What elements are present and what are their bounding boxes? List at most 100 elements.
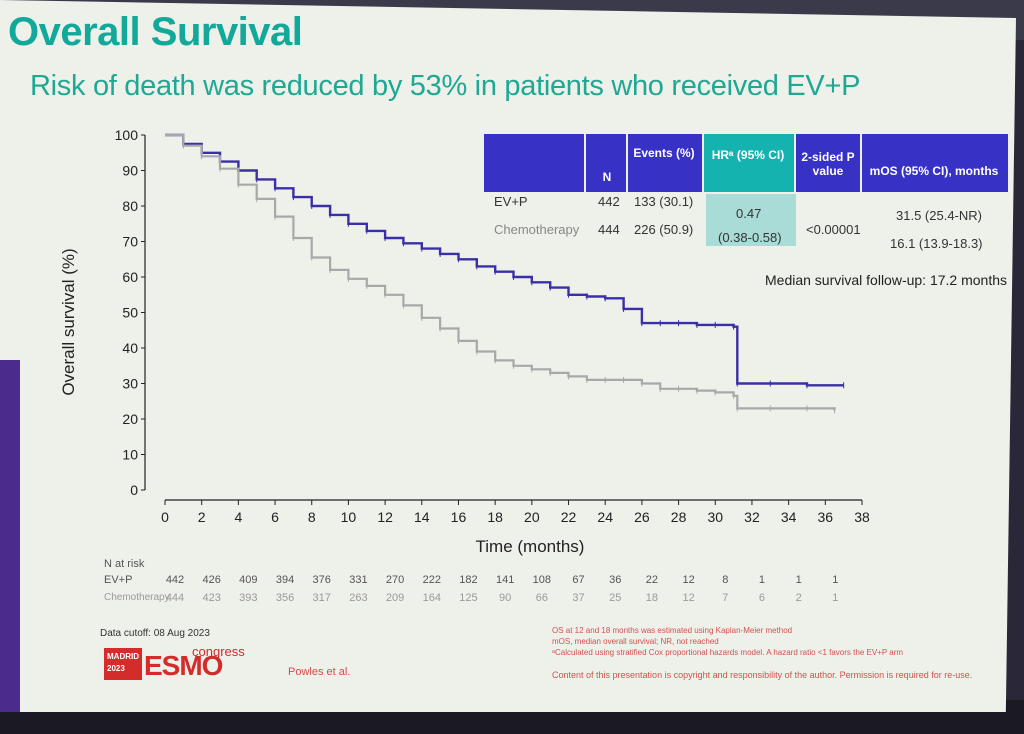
risk-value: 263 bbox=[349, 592, 368, 604]
footnote-2: mOS, median overall survival; NR, not re… bbox=[552, 637, 719, 646]
x-tick-label: 6 bbox=[271, 509, 279, 525]
risk-value: 37 bbox=[572, 592, 585, 604]
footnote-3: ᵃCalculated using stratified Cox proport… bbox=[552, 648, 904, 657]
x-tick-label: 10 bbox=[341, 509, 357, 525]
risk-arm-evp: EV+P bbox=[104, 574, 133, 586]
y-tick-label: 70 bbox=[122, 234, 138, 250]
risk-value: 182 bbox=[459, 574, 478, 586]
risk-value: 22 bbox=[645, 574, 659, 586]
risk-value: 1 bbox=[758, 574, 765, 586]
x-tick-label: 16 bbox=[451, 509, 467, 525]
risk-value: 108 bbox=[532, 574, 551, 586]
series-line-evp bbox=[165, 133, 844, 387]
risk-value: 25 bbox=[609, 592, 622, 604]
y-tick-label: 30 bbox=[122, 376, 138, 392]
hazard-table: N Events (%) HRᵃ (95% CI) 2-sided P valu… bbox=[484, 134, 1008, 251]
x-tick-label: 36 bbox=[818, 509, 834, 525]
x-tick-label: 24 bbox=[597, 509, 613, 525]
logo-congress: congress bbox=[192, 644, 245, 659]
x-tick-label: 26 bbox=[634, 509, 650, 525]
y-tick-label: 0 bbox=[130, 482, 138, 498]
risk-value: 6 bbox=[758, 592, 765, 604]
risk-value: 409 bbox=[239, 574, 258, 586]
risk-value: 394 bbox=[275, 574, 295, 586]
x-tick-label: 32 bbox=[744, 509, 760, 525]
risk-value: 222 bbox=[422, 574, 441, 586]
risk-value: 376 bbox=[312, 574, 331, 586]
row-chemo-mos: 16.1 (13.9-18.3) bbox=[890, 236, 983, 251]
x-tick-label: 22 bbox=[561, 509, 577, 525]
risk-value: 12 bbox=[682, 574, 695, 586]
x-tick-label: 28 bbox=[671, 509, 687, 525]
row-chemo-n: 444 bbox=[598, 222, 620, 237]
risk-value: 2 bbox=[795, 592, 802, 604]
x-axis-title: Time (months) bbox=[476, 537, 585, 556]
header-mos: mOS (95% CI), months bbox=[869, 164, 999, 178]
y-tick-label: 60 bbox=[122, 269, 138, 285]
risk-label: N at risk bbox=[104, 558, 145, 570]
followup-note: Median survival follow-up: 17.2 months bbox=[765, 272, 1008, 288]
row-chemo-arm: Chemotherapy bbox=[494, 222, 580, 237]
logo-badge: MADRID 2023 bbox=[104, 648, 142, 680]
data-cutoff: Data cutoff: 08 Aug 2023 bbox=[100, 628, 210, 639]
x-tick-label: 18 bbox=[487, 509, 503, 525]
risk-value: 67 bbox=[572, 574, 585, 586]
y-tick-label: 100 bbox=[115, 127, 139, 143]
p-value: <0.00001 bbox=[806, 222, 861, 237]
y-tick-label: 50 bbox=[122, 305, 138, 321]
chart-series bbox=[165, 133, 845, 414]
risk-value: 90 bbox=[499, 592, 512, 604]
y-tick-label: 10 bbox=[122, 447, 138, 463]
row-chemo-events: 226 (50.9) bbox=[634, 222, 694, 237]
slide-left-accent bbox=[0, 360, 20, 712]
risk-value: 66 bbox=[535, 592, 548, 604]
header-events: Events (%) bbox=[633, 146, 695, 160]
copyright-note: Content of this presentation is copyrigh… bbox=[552, 670, 973, 680]
risk-value: 7 bbox=[722, 592, 729, 604]
logo-year: 2023 bbox=[107, 664, 125, 673]
x-tick-label: 34 bbox=[781, 509, 797, 525]
table-header: N Events (%) HRᵃ (95% CI) 2-sided P valu… bbox=[484, 134, 1008, 192]
y-tick-label: 20 bbox=[122, 411, 138, 427]
risk-value: 1 bbox=[832, 592, 839, 604]
y-tick-label: 40 bbox=[122, 340, 138, 356]
risk-value: 356 bbox=[275, 592, 295, 604]
hr-value: 0.47 bbox=[736, 206, 762, 221]
logo-city: MADRID bbox=[107, 652, 139, 661]
risk-value: 36 bbox=[609, 574, 622, 586]
row-evp-n: 442 bbox=[598, 194, 620, 209]
risk-value: 331 bbox=[349, 574, 368, 586]
row-evp-mos: 31.5 (25.4-NR) bbox=[896, 208, 982, 223]
slide: Overall Survival Risk of death was reduc… bbox=[0, 0, 1016, 712]
risk-value: 423 bbox=[202, 592, 221, 604]
y-tick-label: 90 bbox=[122, 163, 138, 179]
header-n: N bbox=[602, 170, 612, 184]
risk-value: 444 bbox=[165, 592, 185, 604]
x-tick-label: 20 bbox=[524, 509, 540, 525]
slide-subtitle: Risk of death was reduced by 53% in pati… bbox=[30, 70, 861, 102]
risk-value: 1 bbox=[832, 574, 839, 586]
risk-value: 209 bbox=[385, 592, 405, 604]
y-tick-label: 80 bbox=[122, 198, 138, 214]
risk-value: 141 bbox=[495, 574, 515, 586]
risk-value: 442 bbox=[165, 574, 185, 586]
x-tick-label: 38 bbox=[854, 509, 870, 525]
header-p: 2-sided P value bbox=[801, 150, 855, 178]
x-tick-label: 0 bbox=[161, 509, 169, 525]
hr-header-cell bbox=[702, 134, 794, 192]
risk-arm-chemo: Chemotherapy bbox=[104, 592, 170, 603]
risk-value: 18 bbox=[645, 592, 659, 604]
row-evp-arm: EV+P bbox=[494, 194, 528, 209]
slide-title: Overall Survival bbox=[8, 10, 303, 54]
risk-value: 8 bbox=[722, 574, 729, 586]
author-credit: Powles et al. bbox=[288, 666, 351, 678]
hr-value-cell bbox=[706, 194, 796, 246]
risk-value: 270 bbox=[385, 574, 405, 586]
risk-value: 12 bbox=[682, 592, 695, 604]
risk-value: 317 bbox=[312, 592, 331, 604]
x-tick-label: 4 bbox=[234, 509, 242, 525]
hr-ci: (0.38-0.58) bbox=[718, 230, 782, 245]
risk-value: 164 bbox=[422, 592, 441, 604]
